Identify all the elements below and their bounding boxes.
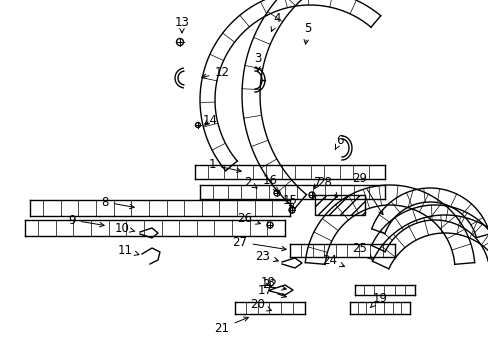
- Text: 3: 3: [254, 51, 261, 71]
- Text: 24: 24: [322, 253, 344, 267]
- Text: 1: 1: [208, 158, 241, 172]
- Text: 28: 28: [317, 176, 337, 197]
- Text: 17: 17: [257, 284, 286, 298]
- Text: 29: 29: [352, 171, 382, 215]
- Text: 4: 4: [270, 12, 280, 31]
- Text: 26: 26: [237, 211, 260, 225]
- Text: 16: 16: [262, 174, 277, 192]
- Text: 18: 18: [260, 275, 275, 288]
- Text: 2: 2: [244, 175, 257, 189]
- Text: 5: 5: [304, 22, 311, 44]
- Text: 12: 12: [202, 67, 229, 80]
- Text: 13: 13: [174, 15, 189, 33]
- Text: 23: 23: [255, 249, 278, 262]
- Text: 21: 21: [214, 317, 248, 334]
- Text: 27: 27: [232, 235, 285, 251]
- Text: 19: 19: [370, 292, 386, 307]
- Text: 10: 10: [114, 221, 135, 234]
- Text: 9: 9: [68, 213, 104, 227]
- Text: 25: 25: [352, 242, 371, 260]
- Bar: [314, 195, 364, 215]
- Text: 8: 8: [101, 195, 134, 209]
- Text: 7: 7: [313, 176, 321, 189]
- Text: 22: 22: [262, 279, 285, 292]
- Text: 11: 11: [117, 243, 139, 256]
- Text: 20: 20: [250, 298, 271, 311]
- Text: 14: 14: [202, 113, 217, 126]
- Text: 15: 15: [282, 194, 297, 210]
- Text: 6: 6: [335, 134, 343, 149]
